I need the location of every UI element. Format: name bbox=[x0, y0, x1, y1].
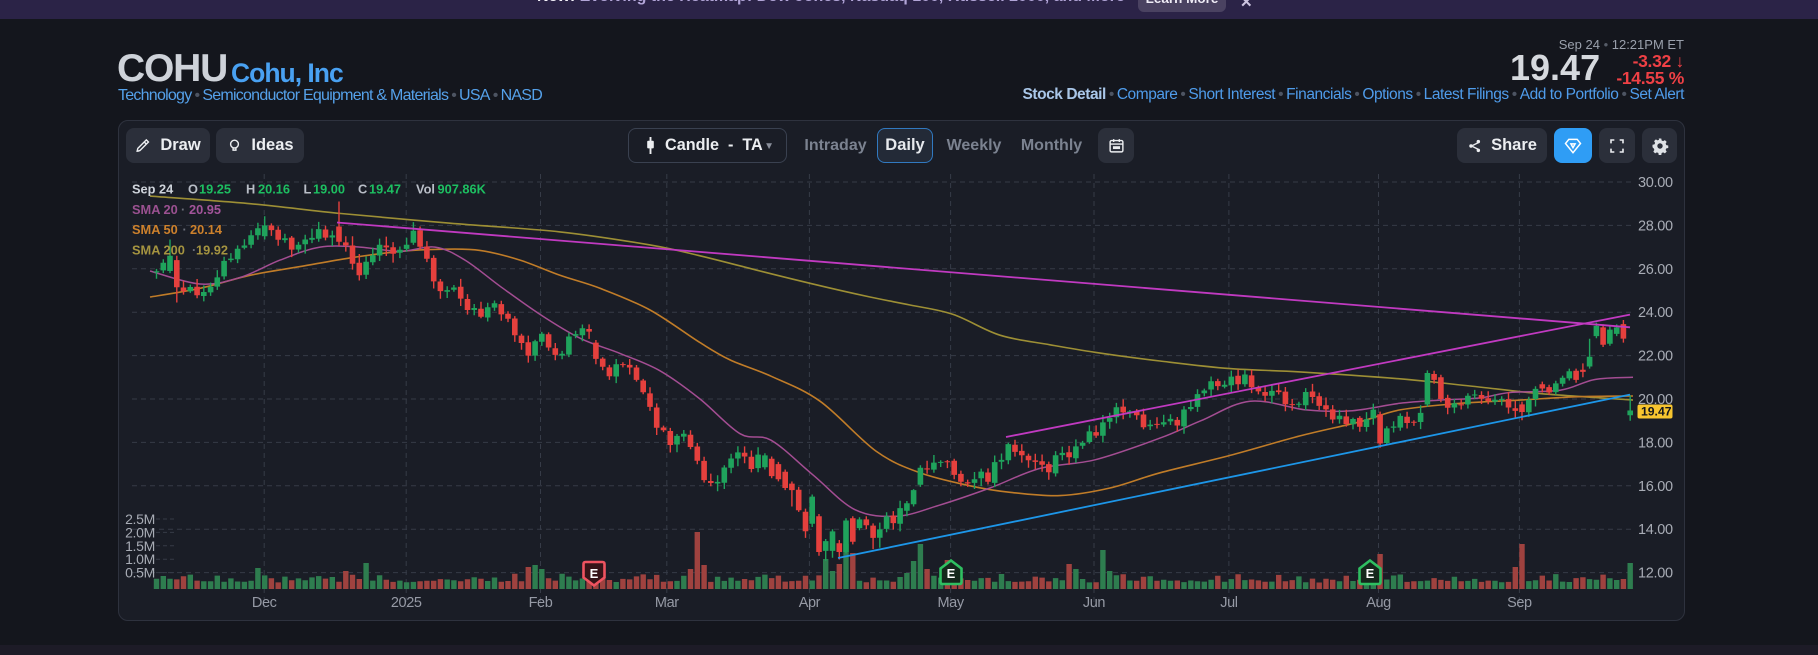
svg-text:1.5M: 1.5M bbox=[125, 538, 155, 554]
svg-text:Dec: Dec bbox=[252, 595, 277, 611]
svg-text:16.00: 16.00 bbox=[1638, 479, 1673, 495]
svg-text:22.00: 22.00 bbox=[1638, 349, 1673, 365]
svg-text:12.00: 12.00 bbox=[1638, 566, 1673, 582]
svg-text:Jul: Jul bbox=[1220, 595, 1238, 611]
svg-text:1.0M: 1.0M bbox=[125, 551, 155, 567]
svg-text:20.00: 20.00 bbox=[1638, 392, 1673, 408]
svg-text:E: E bbox=[590, 566, 599, 581]
svg-text:SMA 50·20.14: SMA 50 · 20.14 bbox=[132, 222, 223, 237]
svg-text:14.00: 14.00 bbox=[1638, 522, 1673, 538]
svg-text:30.00: 30.00 bbox=[1638, 175, 1673, 191]
svg-text:18.00: 18.00 bbox=[1638, 435, 1673, 451]
svg-text:SMA 200·19.92: SMA 200·19.92 bbox=[132, 242, 228, 257]
svg-text:2025: 2025 bbox=[391, 595, 422, 611]
svg-text:Jun: Jun bbox=[1083, 595, 1106, 611]
svg-text:19.47: 19.47 bbox=[1641, 405, 1672, 419]
svg-text:Sep: Sep bbox=[1507, 595, 1532, 611]
svg-text:2.0M: 2.0M bbox=[125, 524, 155, 540]
svg-text:Aug: Aug bbox=[1366, 595, 1391, 611]
svg-text:2.5M: 2.5M bbox=[125, 511, 155, 527]
svg-text:Apr: Apr bbox=[799, 595, 821, 611]
svg-text:0.5M: 0.5M bbox=[125, 565, 155, 581]
svg-text:E: E bbox=[1366, 566, 1375, 581]
svg-text:Feb: Feb bbox=[529, 595, 553, 611]
svg-text:28.00: 28.00 bbox=[1638, 218, 1673, 234]
svg-text:May: May bbox=[937, 595, 964, 611]
svg-text:26.00: 26.00 bbox=[1638, 262, 1673, 278]
svg-text:SMA 20·20.95: SMA 20 · 20.95 bbox=[132, 202, 221, 217]
svg-text:Mar: Mar bbox=[655, 595, 679, 611]
svg-text:24.00: 24.00 bbox=[1638, 305, 1673, 321]
svg-text:E: E bbox=[947, 566, 956, 581]
